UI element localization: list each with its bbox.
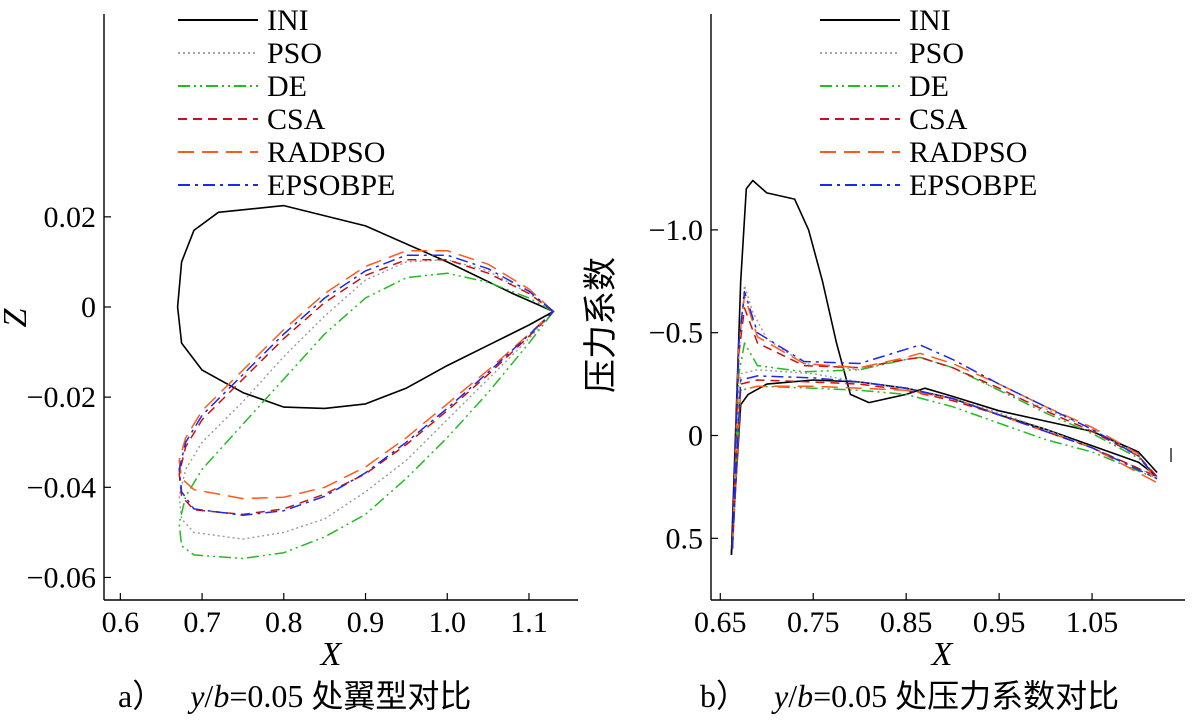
pressure-y-label: 压力系数 xyxy=(582,257,620,393)
airfoil-legend-label-radpso: RADPSO xyxy=(267,136,385,169)
airfoil-legend-label-csa: CSA xyxy=(267,103,326,136)
caption-a-slash: / xyxy=(204,678,213,714)
pressure-x-ticks: 0.65 0.75 0.85 0.95 1.05 xyxy=(694,593,1118,639)
airfoil-x-tick-label: 0.9 xyxy=(347,606,385,639)
airfoil-y-tick-label: 0 xyxy=(81,291,96,324)
airfoil-series-ini xyxy=(176,204,555,410)
caption-a-var: y xyxy=(187,678,205,714)
caption-b: b） y/b=0.05 处压力系数对比 xyxy=(700,678,1119,714)
pressure-x-tick-label: 0.65 xyxy=(694,606,747,639)
airfoil-legend-label-ini: INI xyxy=(267,4,309,37)
airfoil-legend-label-pso: PSO xyxy=(267,37,322,70)
airfoil-x-tick-label: 0.7 xyxy=(183,606,221,639)
caption-a-rest: =0.05 处翼型对比 xyxy=(229,678,471,714)
airfoil-y-label: Z xyxy=(0,307,34,327)
caption-a-prefix: a） xyxy=(118,678,164,714)
pressure-x-tick-label: 0.85 xyxy=(880,606,933,639)
caption-b-var2: b xyxy=(797,678,813,714)
airfoil-x-ticks: 0.6 0.7 0.8 0.9 1.0 1.1 xyxy=(102,593,548,639)
pressure-legend-label-csa: CSA xyxy=(909,103,968,136)
pressure-series-group xyxy=(730,179,1172,555)
airfoil-series-pso xyxy=(178,259,555,540)
pressure-legend-label-pso: PSO xyxy=(909,37,964,70)
airfoil-y-ticks: 0.02 0 −0.02 −0.04 −0.06 xyxy=(27,201,111,594)
panel-b-pressure: 0.65 0.75 0.85 0.95 1.05 −1.0 −0.5 0 0.5 X 压力系数… xyxy=(582,4,1185,673)
airfoil-legend-label-epsobpe: EPSOBPE xyxy=(267,169,395,202)
pressure-series-radpso-upper xyxy=(731,294,1158,549)
pressure-legend-label-radpso: RADPSO xyxy=(909,136,1027,169)
airfoil-x-label: X xyxy=(319,636,343,673)
pressure-legend-label-ini: INI xyxy=(909,4,951,37)
airfoil-x-tick-label: 1.0 xyxy=(428,606,466,639)
caption-a-var2: b xyxy=(213,678,229,714)
airfoil-series-epsobpe xyxy=(178,254,555,517)
airfoil-series-group xyxy=(176,204,555,560)
caption-b-prefix: b） xyxy=(700,678,748,714)
airfoil-y-tick-label: −0.04 xyxy=(27,471,96,504)
pressure-series-epsobpe-lower xyxy=(731,375,1158,549)
airfoil-y-tick-label: −0.06 xyxy=(27,561,96,594)
pressure-x-tick-label: 0.95 xyxy=(973,606,1026,639)
pressure-y-tick-label: −1.0 xyxy=(649,214,703,247)
caption-b-var: y xyxy=(771,678,789,714)
caption-b-rest: =0.05 处压力系数对比 xyxy=(813,678,1119,714)
pressure-x-tick-label: 0.75 xyxy=(787,606,840,639)
pressure-legend-label-de: DE xyxy=(909,70,949,103)
caption-b-slash: / xyxy=(788,678,797,714)
airfoil-x-tick-label: 1.1 xyxy=(510,606,548,639)
airfoil-series-radpso xyxy=(178,249,555,500)
airfoil-y-tick-label: 0.02 xyxy=(44,201,97,234)
pressure-y-tick-label: −0.5 xyxy=(649,317,703,350)
pressure-series-ini-upper xyxy=(730,179,1158,555)
airfoil-y-tick-label: −0.02 xyxy=(27,381,96,414)
pressure-legend-label-epsobpe: EPSOBPE xyxy=(909,169,1037,202)
airfoil-x-tick-label: 0.8 xyxy=(265,606,303,639)
pressure-series-ini-lower xyxy=(730,379,1158,555)
pressure-series-de-upper xyxy=(731,342,1158,549)
pressure-x-tick-label: 1.05 xyxy=(1066,606,1119,639)
pressure-x-label: X xyxy=(930,636,954,673)
pressure-series-de-lower xyxy=(731,385,1158,549)
pressure-y-tick-label: 0 xyxy=(688,420,703,453)
panel-a-airfoil: 0.6 0.7 0.8 0.9 1.0 1.1 0.020−0.02−0.04−0.06 … xyxy=(0,4,578,673)
pressure-y-tick-label: 0.5 xyxy=(666,522,704,555)
pressure-series-csa-upper xyxy=(731,307,1158,549)
pressure-y-ticks: −1.0 −0.5 0 0.5 xyxy=(649,214,718,555)
airfoil-series-de xyxy=(178,272,555,560)
pressure-series-pso-upper xyxy=(731,284,1158,549)
caption-a: a） y/b=0.05 处翼型对比 xyxy=(118,678,471,714)
airfoil-legend-label-de: DE xyxy=(267,70,307,103)
pressure-series-pso-lower xyxy=(731,369,1158,549)
pressure-series-radpso-lower xyxy=(731,385,1158,549)
pressure-series-epsobpe-upper xyxy=(731,290,1158,549)
airfoil-series-csa xyxy=(178,258,555,516)
airfoil-x-tick-label: 0.6 xyxy=(102,606,140,639)
